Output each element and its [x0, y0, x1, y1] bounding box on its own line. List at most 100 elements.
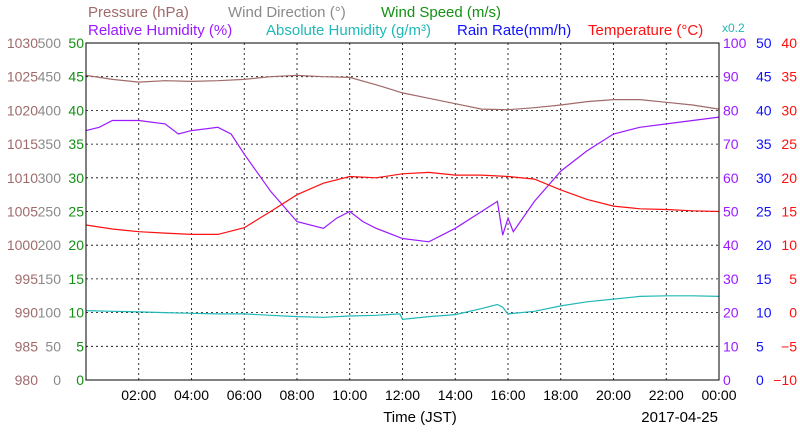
rain_rate-tick-label: 30 — [756, 170, 772, 186]
rain_rate-tick-label: 40 — [756, 102, 772, 118]
temperature-tick-label: −10 — [773, 372, 797, 388]
legend-entry: Relative Humidity (%) — [88, 22, 232, 39]
relative_humidity-tick-label: 90 — [723, 69, 739, 85]
relative_humidity-tick-label: 40 — [723, 237, 739, 253]
pressure-tick-label: 1015 — [7, 136, 38, 152]
x-tick-label: 00:00 — [701, 387, 736, 403]
wind_direction-tick-label: 500 — [38, 35, 62, 51]
temperature-tick-label: 0 — [789, 305, 797, 321]
wind_direction-tick-label: 300 — [38, 170, 62, 186]
pressure-tick-label: 1025 — [7, 69, 38, 85]
pressure-tick-label: 1030 — [7, 35, 38, 51]
relative_humidity-tick-label: 50 — [723, 204, 739, 220]
rain_rate-tick-label: 35 — [756, 136, 772, 152]
temperature-tick-label: 35 — [781, 69, 797, 85]
wind_direction-tick-label: 200 — [38, 237, 62, 253]
x-axis: 02:00 04:00 06:00 08:00 10:00 12:00 14:00 16:00… — [121, 387, 736, 403]
pressure-tick-label: 1000 — [7, 237, 38, 253]
relative_humidity-tick-label: 30 — [723, 271, 739, 287]
pressure-tick-label: 1005 — [7, 204, 38, 220]
relative_humidity-tick-label: 0 — [723, 372, 731, 388]
relative_humidity-line — [85, 116, 720, 243]
left-axes: 1030102510201015101010051000995990985980… — [7, 35, 84, 388]
temperature-tick-label: 15 — [781, 204, 797, 220]
relative_humidity-tick-label: 10 — [723, 338, 739, 354]
temperature-tick-label: 5 — [789, 271, 797, 287]
wind_direction-tick-label: 400 — [38, 102, 62, 118]
legend-entry: Wind Direction (°) — [228, 4, 346, 21]
wind_speed-tick-label: 20 — [68, 237, 84, 253]
legend-entry: Rain Rate(mm/h) — [457, 22, 571, 39]
relative_humidity-tick-label: 20 — [723, 305, 739, 321]
rain_rate-tick-label: 50 — [756, 35, 772, 51]
temperature-tick-label: 20 — [781, 170, 797, 186]
pressure-tick-label: 1020 — [7, 102, 38, 118]
legend-entry: Wind Speed (m/s) — [381, 4, 501, 21]
legend-entry: Pressure (hPa) — [88, 4, 189, 21]
wind_speed-tick-label: 30 — [68, 170, 84, 186]
wind_speed-tick-label: 35 — [68, 136, 84, 152]
wind_direction-tick-label: 150 — [38, 271, 62, 287]
wind_speed-tick-label: 25 — [68, 204, 84, 220]
x-tick-label: 02:00 — [121, 387, 156, 403]
plot-frame — [85, 42, 720, 381]
x-tick-label: 10:00 — [332, 387, 367, 403]
right-axes: 1009080706050403020100504540353025201510… — [723, 35, 797, 388]
rain_rate-tick-label: 0 — [756, 372, 764, 388]
temperature-tick-label: 10 — [781, 237, 797, 253]
rain_rate-tick-label: 10 — [756, 305, 772, 321]
x-tick-label: 18:00 — [543, 387, 578, 403]
pressure-tick-label: 990 — [15, 305, 39, 321]
rain_rate-tick-label: 5 — [756, 338, 764, 354]
wind_speed-tick-label: 15 — [68, 271, 84, 287]
wind_speed-tick-label: 45 — [68, 69, 84, 85]
wind_speed-tick-label: 40 — [68, 102, 84, 118]
wind_direction-tick-label: 0 — [53, 372, 61, 388]
pressure-tick-label: 1010 — [7, 170, 38, 186]
date-label: 2017-04-25 — [641, 409, 718, 426]
temperature-tick-label: −5 — [781, 338, 797, 354]
wind_speed-tick-label: 5 — [76, 338, 84, 354]
relative_humidity-tick-label: 80 — [723, 102, 739, 118]
x-tick-label: 06:00 — [227, 387, 262, 403]
series — [85, 74, 720, 320]
x-tick-label: 22:00 — [649, 387, 684, 403]
temperature-tick-label: 25 — [781, 136, 797, 152]
temperature-line — [85, 171, 720, 235]
legend: Pressure (hPa) Wind Direction (°) Wind Spe… — [88, 4, 745, 39]
legend-entry: Temperature (°C) — [588, 22, 703, 39]
rain_rate-tick-label: 20 — [756, 237, 772, 253]
wind_direction-tick-label: 100 — [38, 305, 62, 321]
x02-label: x0.2 — [722, 21, 745, 35]
rain_rate-tick-label: 15 — [756, 271, 772, 287]
legend-entry: Absolute Humidity (g/m³) — [266, 22, 431, 39]
x-tick-label: 14:00 — [438, 387, 473, 403]
wind_speed-tick-label: 50 — [68, 35, 84, 51]
pressure-tick-label: 995 — [15, 271, 39, 287]
wind_speed-tick-label: 10 — [68, 305, 84, 321]
wind_direction-tick-label: 450 — [38, 69, 62, 85]
wind_direction-tick-label: 350 — [38, 136, 62, 152]
wind_direction-tick-label: 50 — [45, 338, 61, 354]
x-axis-label: Time (JST) — [383, 409, 457, 426]
pressure-tick-label: 980 — [15, 372, 39, 388]
x-tick-label: 04:00 — [174, 387, 209, 403]
temperature-tick-label: 40 — [781, 35, 797, 51]
relative_humidity-tick-label: 70 — [723, 136, 739, 152]
x-tick-label: 12:00 — [385, 387, 420, 403]
x-tick-label: 20:00 — [596, 387, 631, 403]
relative_humidity-tick-label: 60 — [723, 170, 739, 186]
pressure-tick-label: 985 — [15, 338, 39, 354]
pressure-line — [85, 74, 720, 111]
temperature-tick-label: 30 — [781, 102, 797, 118]
x-tick-label: 16:00 — [490, 387, 525, 403]
relative_humidity-tick-label: 100 — [723, 35, 747, 51]
wind_speed-tick-label: 0 — [76, 372, 84, 388]
rain_rate-tick-label: 45 — [756, 69, 772, 85]
grid — [86, 43, 719, 380]
absolute_humidity-line — [85, 295, 720, 320]
rain_rate-tick-label: 25 — [756, 204, 772, 220]
x-tick-label: 08:00 — [279, 387, 314, 403]
wind_direction-tick-label: 250 — [38, 204, 62, 220]
